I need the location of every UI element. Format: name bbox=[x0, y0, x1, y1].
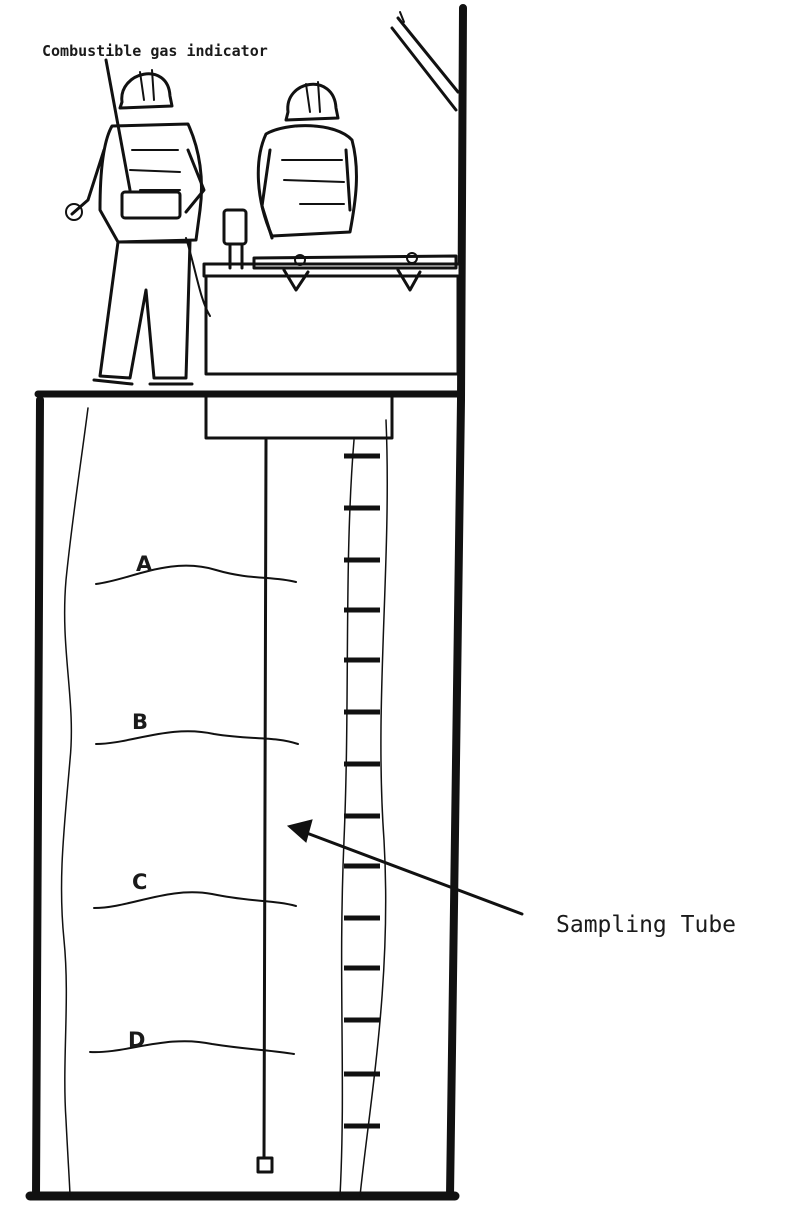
worker-right bbox=[256, 81, 358, 240]
callout-arrowhead bbox=[286, 819, 313, 843]
level-label-b: B bbox=[132, 710, 148, 734]
tank-right-wall bbox=[446, 4, 467, 1200]
tank-structure bbox=[25, 4, 467, 1201]
combustible-gas-indicator-label: Combustible gas indicator bbox=[42, 42, 268, 60]
manway-hatch bbox=[202, 208, 462, 440]
worker-left bbox=[65, 58, 211, 386]
sampling-tube-callout: Sampling Tube bbox=[286, 819, 736, 938]
tank-left-wall bbox=[32, 396, 44, 1200]
level-label-c: C bbox=[132, 870, 147, 894]
ladder bbox=[339, 419, 389, 1197]
sampling-tube bbox=[256, 438, 274, 1174]
level-label-d: D bbox=[128, 1028, 145, 1052]
callout-arrow-line bbox=[302, 830, 524, 916]
gas-layers: A B C D bbox=[89, 552, 299, 1055]
gas-layer-d: D bbox=[89, 1028, 295, 1055]
roof-brace bbox=[390, 11, 460, 112]
gas-layer-a: A bbox=[95, 552, 297, 585]
sampling-tube-label: Sampling Tube bbox=[556, 912, 736, 938]
tube-probe-tip bbox=[256, 1156, 274, 1174]
gas-layer-b: B bbox=[95, 710, 299, 745]
gas-layer-c: C bbox=[93, 870, 297, 909]
level-label-a: A bbox=[136, 552, 153, 576]
inner-wall-surface bbox=[60, 407, 89, 1197]
